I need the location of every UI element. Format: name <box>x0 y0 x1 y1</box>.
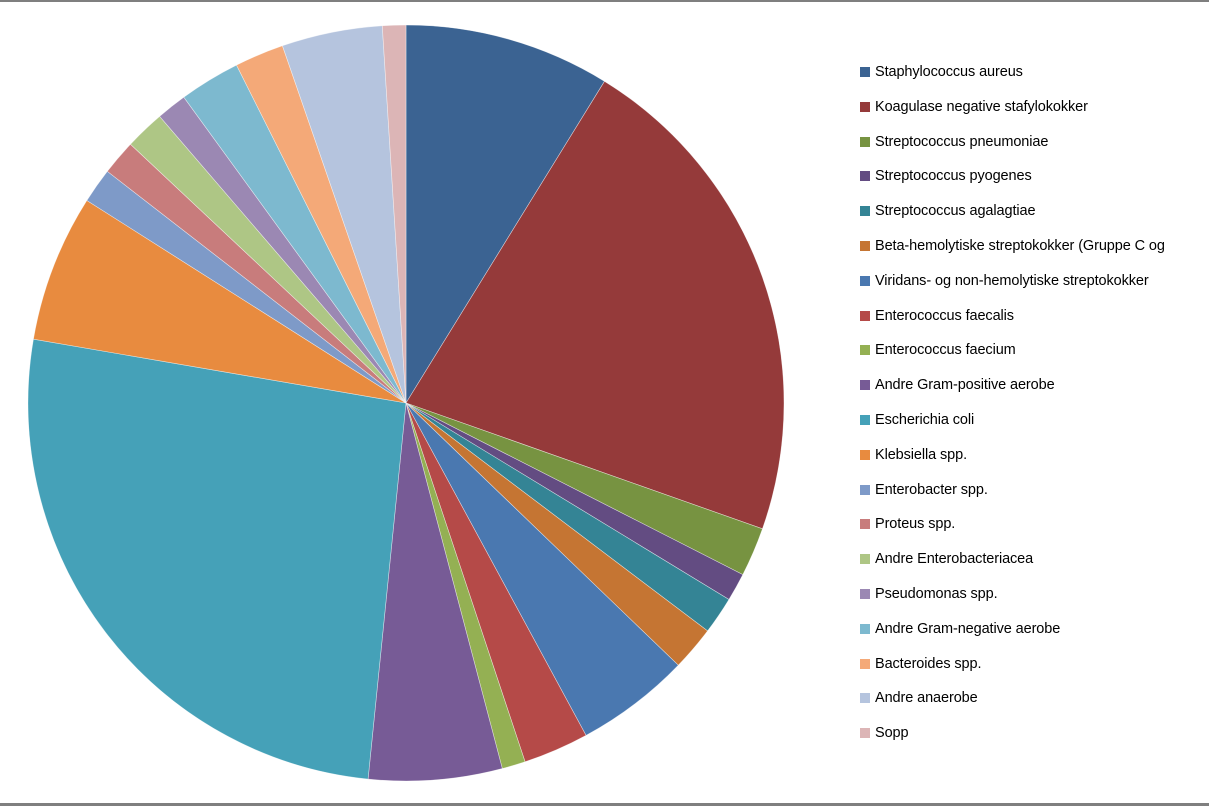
legend-swatch-icon <box>860 484 870 495</box>
legend-swatch-icon <box>860 240 870 251</box>
pie-slice <box>405 24 605 405</box>
legend-label: Andre Gram-negative aerobe <box>875 620 1061 637</box>
legend-item: Andre anaerobe <box>860 688 1165 723</box>
pie-slice <box>27 338 407 780</box>
legend-swatch-icon <box>860 67 870 77</box>
legend-label: Enterobacter spp. <box>875 481 988 498</box>
legend-swatch-icon <box>860 171 870 182</box>
legend-label: Sopp <box>875 725 909 742</box>
pie-chart <box>27 24 785 782</box>
legend-label: Koagulase negative stafylokokker <box>875 98 1088 115</box>
pie-slice <box>367 402 503 782</box>
legend-swatch-icon <box>860 449 870 460</box>
legend-label: Bacteroides spp. <box>875 655 982 672</box>
legend-label: Proteus spp. <box>875 516 956 533</box>
legend-item: Staphylococcus aureus <box>860 62 1165 97</box>
legend-label: Enterococcus faecium <box>875 342 1016 359</box>
legend-item: Viridans- og non-hemolytiske streptokokk… <box>860 271 1165 306</box>
legend-swatch-icon <box>860 414 870 425</box>
legend-item: Beta-hemolytiske streptokokker (Gruppe C… <box>860 236 1165 271</box>
legend-label: Staphylococcus aureus <box>875 64 1023 80</box>
legend-label: Enterococcus faecalis <box>875 307 1014 324</box>
legend-swatch-icon <box>860 206 870 217</box>
legend-label: Streptococcus agalagtiae <box>875 203 1036 220</box>
legend-label: Pseudomonas spp. <box>875 585 998 602</box>
legend-swatch-icon <box>860 310 870 321</box>
pie-slice <box>405 80 785 530</box>
legend-swatch-icon <box>860 623 870 634</box>
chart-border-top <box>0 0 1209 2</box>
legend-item: Andre Gram-negative aerobe <box>860 619 1165 654</box>
legend-item: Streptococcus agalagtiae <box>860 201 1165 236</box>
legend-label: Andre Enterobacteriacea <box>875 551 1034 568</box>
legend-item: Bacteroides spp. <box>860 654 1165 689</box>
legend-swatch-icon <box>860 101 870 112</box>
pie-slice <box>33 200 407 404</box>
legend-item: Sopp <box>860 723 1165 758</box>
legend-item: Streptococcus pyogenes <box>860 166 1165 201</box>
legend-item: Enterococcus faecium <box>860 340 1165 375</box>
legend-label: Escherichia coli <box>875 411 975 428</box>
legend-label: Klebsiella spp. <box>875 446 967 463</box>
legend-swatch-icon <box>860 275 870 286</box>
pie-slice <box>381 24 407 404</box>
legend-item: Pseudomonas spp. <box>860 584 1165 619</box>
legend-swatch-icon <box>860 588 870 599</box>
legend-item: Klebsiella spp. <box>860 445 1165 480</box>
chart-legend: Staphylococcus aureus Koagulase negative… <box>860 62 1165 758</box>
legend-item: Koagulase negative stafylokokker <box>860 97 1165 132</box>
legend-item: Andre Enterobacteriacea <box>860 549 1165 584</box>
legend-swatch-icon <box>860 658 870 669</box>
legend-label: Streptococcus pneumoniae <box>875 133 1049 150</box>
legend-swatch-icon <box>860 728 870 739</box>
legend-swatch-icon <box>860 136 870 147</box>
legend-swatch-icon <box>860 519 870 530</box>
legend-label: Andre anaerobe <box>875 690 978 707</box>
legend-label: Beta-hemolytiske streptokokker (Gruppe C… <box>875 237 1165 254</box>
legend-label: Andre Gram-positive aerobe <box>875 377 1055 394</box>
legend-item: Enterococcus faecalis <box>860 306 1165 341</box>
legend-swatch-icon <box>860 693 870 704</box>
legend-label: Viridans- og non-hemolytiske streptokokk… <box>875 272 1149 289</box>
legend-item: Streptococcus pneumoniae <box>860 132 1165 167</box>
legend-item: Proteus spp. <box>860 514 1165 549</box>
legend-item: Escherichia coli <box>860 410 1165 445</box>
legend-item: Andre Gram-positive aerobe <box>860 375 1165 410</box>
legend-swatch-icon <box>860 345 870 356</box>
legend-label: Streptococcus pyogenes <box>875 168 1032 185</box>
legend-swatch-icon <box>860 380 870 391</box>
legend-item: Enterobacter spp. <box>860 480 1165 515</box>
chart-border-bottom <box>0 803 1209 806</box>
legend-swatch-icon <box>860 554 870 565</box>
